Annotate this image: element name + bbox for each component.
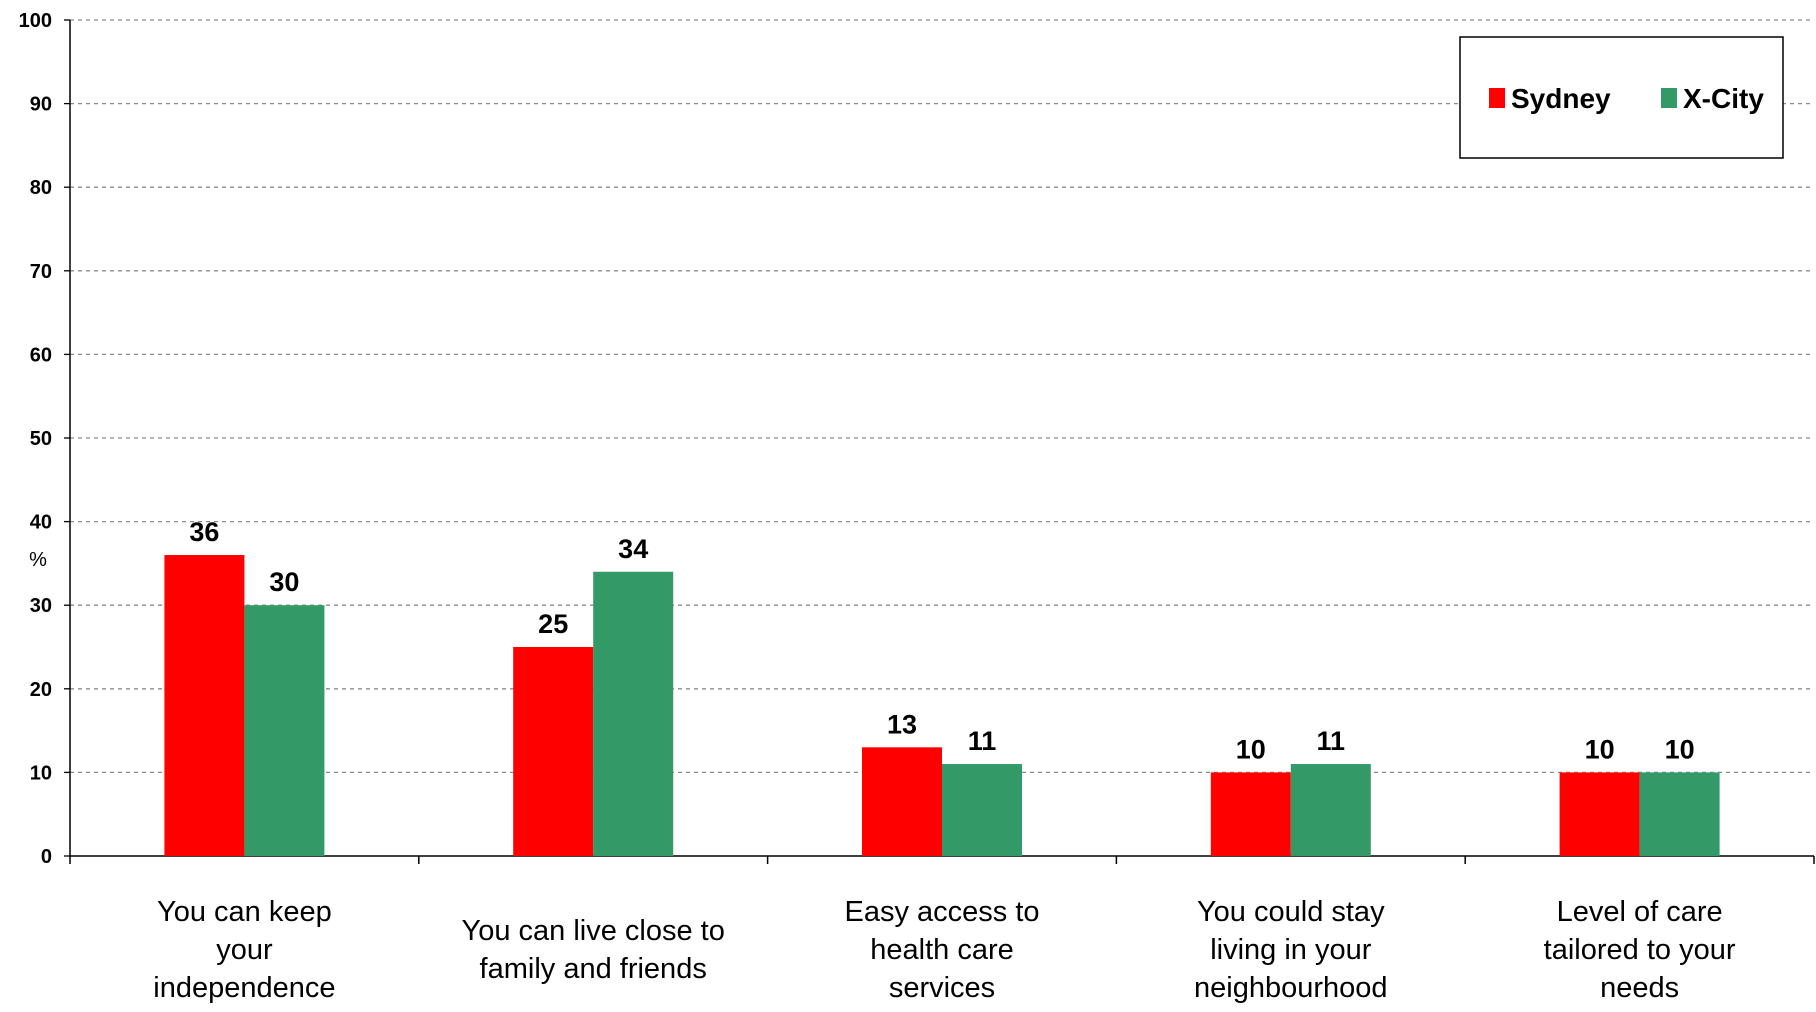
bar-sydney bbox=[513, 647, 594, 856]
x-category-label: You can keep bbox=[157, 896, 332, 928]
bar-x-city bbox=[1639, 772, 1720, 856]
x-category-label: living in your bbox=[1210, 934, 1372, 966]
legend-swatch-sydney bbox=[1489, 88, 1505, 108]
bar-sydney bbox=[862, 747, 942, 856]
category-labels: You can keep your independence You can live… bbox=[153, 896, 1736, 1004]
x-category-label: neighbourhood bbox=[1194, 972, 1388, 1004]
bar-x-city bbox=[593, 571, 674, 856]
bar-sydney bbox=[164, 555, 245, 856]
legend-label: Sydney bbox=[1511, 83, 1611, 114]
x-category-label: Easy access to bbox=[844, 896, 1039, 928]
x-category-label: tailored to your bbox=[1544, 934, 1736, 966]
bars bbox=[164, 555, 1720, 856]
x-category-label: needs bbox=[1600, 972, 1679, 1004]
x-category-label: Level of care bbox=[1557, 896, 1723, 928]
y-tick-label: 40 bbox=[30, 512, 52, 534]
data-label: 13 bbox=[887, 709, 917, 739]
data-label: 10 bbox=[1585, 734, 1615, 764]
x-category-label: your bbox=[216, 934, 273, 966]
data-label: 34 bbox=[618, 534, 648, 564]
y-tick-label: 90 bbox=[30, 94, 52, 116]
y-tick-label: 10 bbox=[30, 762, 52, 784]
data-label: 10 bbox=[1236, 734, 1266, 764]
y-tick-label: 80 bbox=[30, 177, 52, 199]
y-tick-label: 60 bbox=[30, 344, 52, 366]
bar-x-city bbox=[244, 605, 325, 856]
x-category-label: services bbox=[889, 972, 995, 1004]
y-tick-label: 20 bbox=[30, 679, 52, 701]
gridlines bbox=[70, 19, 1814, 774]
y-axis-unit-label: % bbox=[29, 549, 47, 571]
bar-x-city bbox=[1290, 764, 1371, 856]
y-tick-label: 50 bbox=[30, 428, 52, 450]
bar-x-city bbox=[942, 764, 1022, 856]
data-label: 36 bbox=[189, 517, 219, 547]
y-tick-label: 30 bbox=[30, 595, 52, 617]
axes: 0 10 20 30 40 50 60 70 80 90 100 bbox=[19, 10, 1815, 868]
x-category-label: independence bbox=[153, 972, 335, 1004]
bar-sydney bbox=[1559, 772, 1640, 856]
data-label: 10 bbox=[1665, 734, 1695, 764]
data-label: 11 bbox=[1317, 726, 1346, 756]
y-tick-label: 100 bbox=[19, 10, 52, 32]
x-category-label: health care bbox=[870, 934, 1014, 966]
x-category-label: family and friends bbox=[480, 953, 707, 985]
x-category-label: You could stay bbox=[1197, 896, 1385, 928]
legend-box bbox=[1459, 36, 1784, 159]
bar-sydney bbox=[1210, 772, 1291, 856]
legend-swatch-x-city bbox=[1661, 88, 1677, 108]
y-tick-label: 0 bbox=[41, 846, 52, 868]
legend: Sydney X-City bbox=[1459, 36, 1784, 159]
data-label: 30 bbox=[269, 567, 299, 597]
data-label: 11 bbox=[968, 726, 997, 756]
x-category-label: You can live close to bbox=[462, 915, 725, 947]
y-tick-label: 70 bbox=[30, 261, 52, 283]
legend-label: X-City bbox=[1683, 83, 1764, 114]
data-label: 25 bbox=[538, 609, 568, 639]
data-labels: 36 30 25 34 13 11 10 11 10 10 bbox=[189, 517, 1694, 764]
